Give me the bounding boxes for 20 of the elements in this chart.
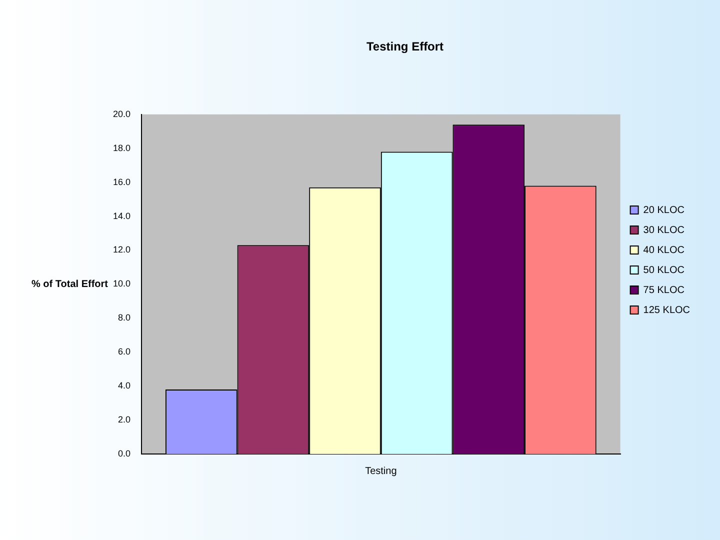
y-tick-label: 0.0 <box>118 448 131 458</box>
y-tick-label: 20.0 <box>112 108 131 119</box>
y-tick-label: 10.0 <box>112 278 131 289</box>
chart-title: Testing Effort <box>366 40 444 54</box>
y-tick-label: 6.0 <box>118 346 131 357</box>
legend-label: 125 KLOC <box>643 304 690 316</box>
y-tick-label: 18.0 <box>112 142 131 153</box>
y-tick-label: 2.0 <box>118 414 131 425</box>
y-tick-label: 4.0 <box>118 380 131 391</box>
legend-label: 50 KLOC <box>643 264 684 276</box>
x-tick-label: Testing <box>365 466 397 477</box>
legend-label: 75 KLOC <box>643 284 684 296</box>
y-tick-label: 16.0 <box>112 176 131 187</box>
legend-label: 40 KLOC <box>643 244 684 256</box>
y-axis-title: % of Total Effort <box>32 278 109 290</box>
y-tick-label: 14.0 <box>112 210 131 221</box>
legend-label: 20 KLOC <box>643 204 684 216</box>
y-tick-label: 8.0 <box>118 312 131 323</box>
y-tick-label: 12.0 <box>112 244 131 255</box>
legend-label: 30 KLOC <box>643 224 684 236</box>
